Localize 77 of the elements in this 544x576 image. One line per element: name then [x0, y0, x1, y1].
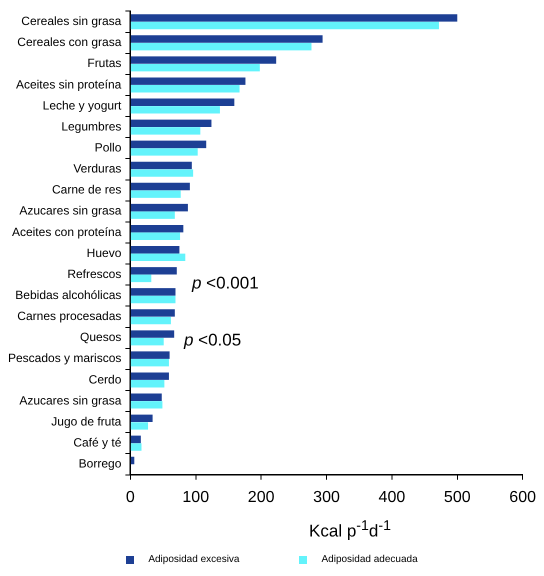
bar: [130, 127, 200, 135]
bar: [130, 169, 194, 177]
bar: [130, 316, 171, 324]
bar: [130, 224, 184, 232]
bar: [130, 309, 175, 317]
y-tick-label: Cereales con grasa: [17, 35, 122, 50]
bar: [130, 414, 153, 422]
x-tick-label: 100: [182, 488, 210, 506]
y-tick-label: Aceites sin proteína: [16, 77, 122, 92]
bar: [130, 162, 192, 170]
bar: [130, 120, 212, 128]
y-tick-label: Frutas: [87, 56, 122, 70]
y-tick-label: Borrego: [78, 456, 122, 471]
y-tick-label: Café y té: [73, 436, 122, 450]
y-tick-label: Cerdo: [88, 372, 122, 386]
bar: [130, 296, 176, 304]
x-tick-label: 500: [444, 488, 471, 506]
bar: [130, 401, 162, 409]
x-tick-label: 400: [378, 488, 406, 506]
legend-label: Adiposidad adecuada: [321, 554, 418, 565]
y-tick-label: Verduras: [73, 162, 122, 176]
bar: [130, 35, 323, 43]
bar: [130, 422, 148, 430]
bar: [130, 380, 164, 388]
bar: [130, 204, 188, 212]
bar: [130, 456, 134, 464]
bar: [130, 98, 234, 106]
bar: [130, 106, 220, 114]
x-tick-label: 0: [126, 488, 135, 506]
y-tick-label: Bebidas alcohólicas: [15, 288, 122, 302]
bar: [130, 85, 240, 92]
bar: [130, 338, 164, 346]
annotation: p <0.05: [183, 330, 242, 350]
bar: [130, 22, 439, 30]
y-tick-label: Pollo: [94, 140, 122, 154]
x-axis-title: Kcal p$^{-1}$d$^{-1}$: [308, 518, 392, 542]
y-tick-label: Huevo: [86, 246, 122, 260]
bar: [130, 288, 176, 296]
y-tick-label: Legumbres: [61, 119, 122, 134]
bar: [130, 358, 169, 366]
bar: [130, 42, 312, 50]
x-tick-label: 200: [248, 488, 275, 506]
y-tick-label: Refrescos: [67, 266, 122, 281]
y-tick-label: Pescados y mariscos: [8, 351, 122, 366]
y-tick-label: Carne de res: [52, 182, 122, 197]
bar: [130, 436, 141, 444]
y-tick-label: Jugo de fruta: [51, 414, 122, 428]
x-tick-label: 600: [509, 488, 536, 506]
bar: [130, 211, 175, 219]
bar: [130, 64, 260, 72]
bar: [130, 77, 246, 85]
bar: [130, 351, 170, 359]
y-tick-label: Azucares sin grasa: [19, 204, 122, 218]
bar: [130, 190, 181, 198]
bar: [130, 330, 174, 338]
y-tick-label: Carnes procesadas: [17, 309, 122, 324]
y-tick-label: Azucares sin grasa: [19, 393, 122, 408]
annotation: p <0.001: [191, 274, 259, 293]
bar: [130, 232, 180, 240]
bar: [130, 274, 152, 282]
bar: [130, 372, 169, 380]
bar: [130, 140, 206, 148]
x-tick-label: 300: [313, 488, 340, 506]
bar: [130, 148, 198, 156]
y-tick-label: Cereales sin grasa: [21, 14, 122, 28]
legend-label: Adiposidad excesiva: [148, 554, 240, 565]
bar: [130, 443, 142, 451]
bar: [130, 254, 186, 262]
y-tick-label: Leche y yogurt: [42, 98, 122, 112]
y-tick-label: Quesos: [80, 330, 122, 344]
bar: [130, 182, 190, 190]
bar: [130, 267, 177, 275]
bar: [130, 394, 162, 401]
bar: [130, 56, 276, 64]
y-tick-label: Aceites con proteína: [12, 224, 122, 239]
bar: [130, 246, 180, 254]
bar: [130, 14, 458, 22]
